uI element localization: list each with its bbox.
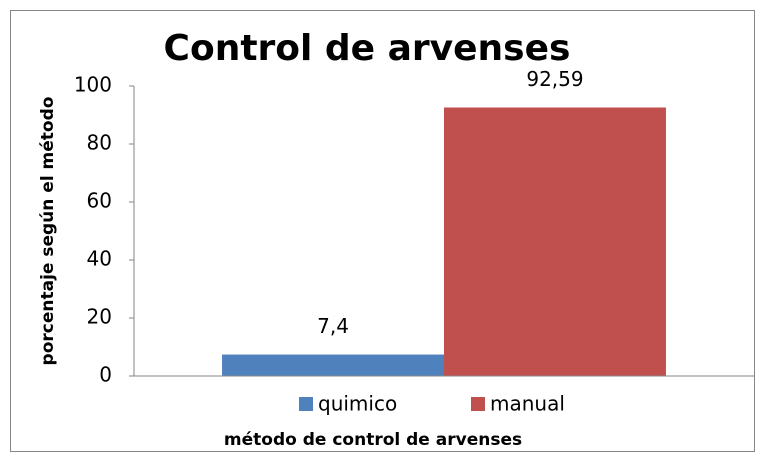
y-axis-label: porcentaje según el método <box>38 97 58 366</box>
y-tick-label: 40 <box>87 247 112 271</box>
legend-label: manual <box>490 392 565 416</box>
legend-swatch <box>299 397 313 411</box>
bar <box>222 354 444 376</box>
legend-label: quimico <box>318 392 397 416</box>
y-tick-label: 0 <box>99 363 112 387</box>
bar <box>444 107 666 376</box>
data-label: 7,4 <box>317 314 349 338</box>
data-label: 92,59 <box>526 67 583 91</box>
x-axis-label: método de control de arvenses <box>224 430 522 450</box>
y-tick-label: 100 <box>74 73 112 97</box>
chart-title: Control de arvenses <box>164 28 571 69</box>
y-tick-label: 80 <box>87 131 112 155</box>
y-tick-label: 20 <box>87 305 112 329</box>
legend-swatch <box>471 397 485 411</box>
y-tick-label: 60 <box>87 189 112 213</box>
